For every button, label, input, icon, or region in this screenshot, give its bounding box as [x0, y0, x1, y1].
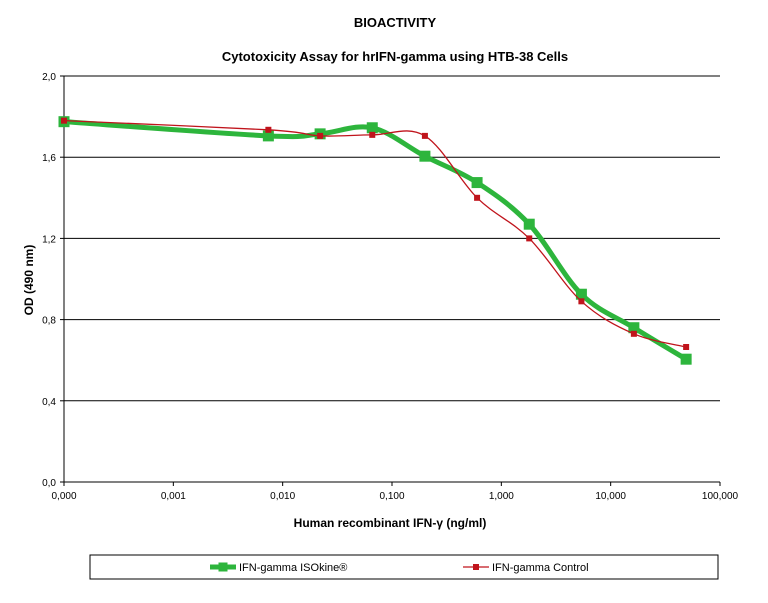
series-2-marker — [578, 298, 585, 305]
x-tick-label: 100,000 — [702, 491, 739, 502]
x-tick-labels: 0,000 0,001 0,010 0,100 1,000 10,000 100,000 — [51, 482, 739, 502]
legend-series-1-marker — [218, 562, 228, 572]
x-tick-label: 0,000 — [51, 491, 76, 502]
y-tick-label: 1,2 — [42, 234, 56, 245]
y-tick-label: 0,4 — [42, 397, 56, 408]
x-tick-label: 0,001 — [161, 491, 186, 502]
series-2-marker — [526, 235, 533, 242]
grid-lines — [64, 75, 720, 402]
series-1-marker — [471, 177, 483, 189]
series-2-marker — [265, 126, 272, 133]
x-tick-label: 0,100 — [379, 491, 404, 502]
series-1-marker — [628, 322, 640, 334]
x-tick-label: 1,000 — [489, 491, 514, 502]
chart-title: BIOACTIVITY — [354, 15, 437, 30]
series-2-marker — [317, 132, 324, 139]
legend: IFN-gamma ISOkine® IFN-gamma Control — [210, 562, 589, 574]
series-2-marker — [630, 330, 637, 337]
series-2-marker — [421, 132, 428, 139]
series-1-marker — [575, 288, 587, 300]
x-tick-label: 0,010 — [270, 491, 295, 502]
series-2-marker — [474, 194, 481, 201]
legend-box — [89, 554, 719, 580]
y-tick-label: 1,6 — [42, 153, 56, 164]
x-axis-label: Human recombinant IFN-γ (ng/ml) — [294, 516, 487, 530]
series-2-marker — [683, 344, 690, 351]
chart-subtitle: Cytotoxicity Assay for hrIFN-gamma using… — [222, 49, 568, 64]
series-1-marker — [523, 218, 535, 230]
legend-series-2-label: IFN-gamma Control — [492, 562, 589, 574]
x-tick-label: 10,000 — [595, 491, 626, 502]
series-layer — [58, 116, 692, 365]
series-1-marker — [366, 122, 378, 134]
series-2-line — [63, 120, 687, 348]
y-tick-label: 0,8 — [42, 316, 56, 327]
legend-series-2-marker — [473, 564, 479, 570]
y-tick-label: 2,0 — [42, 72, 56, 83]
series-1-marker — [419, 150, 431, 162]
series-1-marker — [680, 353, 692, 365]
series-1-marker — [262, 130, 274, 142]
y-tick-labels: 0,0 0,4 0,8 1,2 1,6 2,0 — [42, 72, 64, 489]
series-2-marker — [369, 131, 376, 138]
y-tick-label: 0,0 — [42, 478, 56, 489]
legend-series-1-label: IFN-gamma ISOkine® — [239, 562, 347, 574]
series-2-marker — [61, 117, 67, 124]
y-axis-label: OD (490 nm) — [22, 245, 36, 316]
